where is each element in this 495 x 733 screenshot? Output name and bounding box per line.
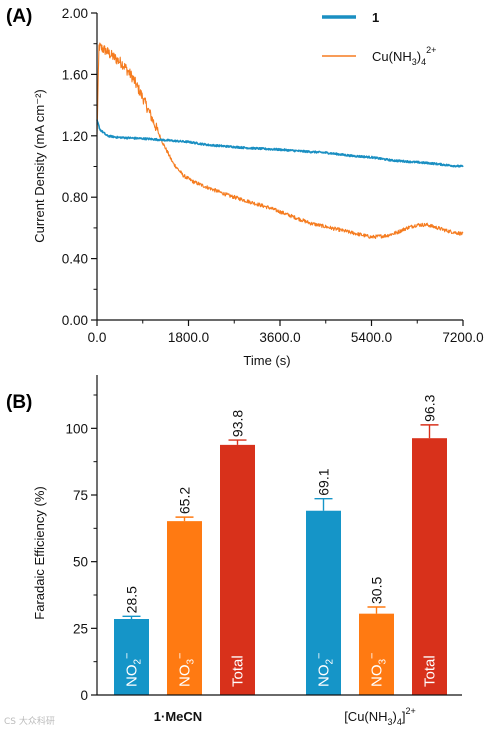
series-lines [96,42,464,239]
y-tick-label-a: 0.40 [62,252,88,267]
y-tick-label-a: 0.00 [62,313,88,328]
x-tick-label-a: 5400.0 [351,330,392,345]
bar [114,619,149,695]
bar-inner-label: NO3− [367,653,389,688]
bar [359,613,394,695]
y-tick-label-a: 1.60 [62,67,88,82]
group-label-1: 1·MeCN [154,709,202,724]
panel-label-a: (A) [6,6,32,27]
series-line-cu [96,42,464,239]
bar [220,444,255,695]
x-axis-a: 0.0 1800.0 3600.0 5400.0 7200.0 [88,320,484,345]
bar-inner-label: Total [230,655,247,687]
x-tick-label-a: 7200.0 [442,330,483,345]
data-label: 65.2 [177,487,193,514]
bar [306,510,341,695]
bar-inner-label: NO3− [175,653,197,688]
y-axis-title-b: Faradaic Efficiency (%) [32,486,47,619]
data-label: 69.1 [316,468,332,495]
y-tick-label-b: 25 [73,621,88,636]
watermark: CS 大众科研 [4,717,55,727]
series-line-1 [96,119,464,168]
y-tick-label-a: 1.20 [62,129,88,144]
data-label: 28.5 [124,586,140,613]
y-tick-label-b: 50 [73,555,88,570]
y-tick-label-b: 0 [80,688,88,703]
x-tick-label-a: 3600.0 [259,330,300,345]
bars: 28.5 NO2− 65.2 NO3− 93.8 Total 69.1 NO2− 30.5 NO3… [114,394,447,695]
y-tick-label-b: 75 [73,488,88,503]
y-axis-b: 0 25 50 75 100 [65,394,97,703]
data-label: 93.8 [230,410,246,437]
y-tick-label-a: 2.00 [62,6,88,21]
x-tick-label-a: 0.0 [88,330,107,345]
y-tick-label-b: 100 [65,421,88,436]
line-chart: 0.00 0.40 0.80 1.20 1.60 2.00 0.0 1800.0 3600.0… [32,6,484,368]
bar-inner-label: NO2− [122,653,144,688]
data-label: 96.3 [422,394,438,421]
bar [167,521,202,695]
legend-label-2: Cu(NH3)42+ [372,45,436,67]
y-axis-a: 0.00 0.40 0.80 1.20 1.60 2.00 [62,6,97,328]
legend-a: 1 Cu(NH3)42+ [322,10,436,67]
panel-label-b: (B) [6,392,32,413]
legend-label-1: 1 [372,10,379,25]
y-tick-label-a: 0.80 [62,190,88,205]
bar [412,438,447,695]
bar-inner-label: Total [422,655,439,687]
x-tick-label-a: 1800.0 [168,330,209,345]
group-label-2: [Cu(NH3)4]2+ [344,706,416,727]
y-axis-title-a: Current Density (mA cm⁻²) [32,89,47,243]
bar-inner-label: NO2− [314,653,336,688]
bar-chart: 0 25 50 75 100 28.5 NO2− 65.2 NO3− 93.8 Total 69.1… [32,375,462,727]
data-label: 30.5 [369,577,385,604]
x-axis-title-a: Time (s) [243,353,290,368]
